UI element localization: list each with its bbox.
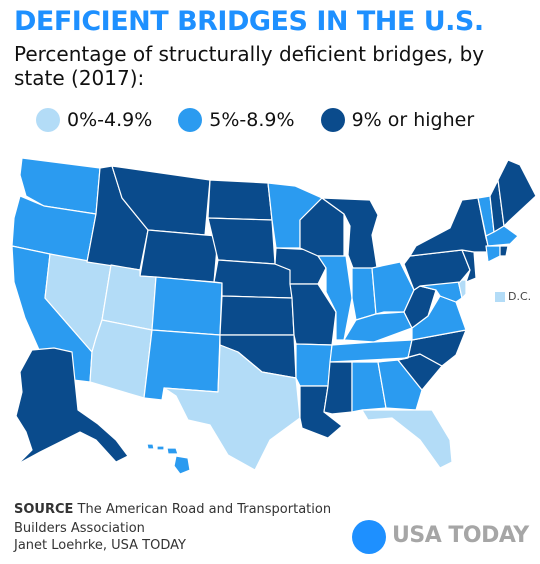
- state-ND: [207, 179, 273, 221]
- legend-item-mid: 5%-8.9%: [178, 108, 295, 132]
- source-note: SOURCE The American Road and Transportat…: [14, 500, 334, 538]
- source-text: The American Road and Transportation Bui…: [14, 502, 332, 536]
- source-label: SOURCE: [14, 502, 74, 517]
- state-TN: [329, 339, 413, 363]
- state-DE: [457, 279, 467, 299]
- state-AK: [15, 347, 129, 465]
- state-HI-1: [146, 443, 155, 450]
- state-HI-4: [173, 455, 191, 475]
- legend-swatch-high: [320, 108, 345, 132]
- state-HI-3: [166, 447, 179, 455]
- legend-item-high: 9% or higher: [320, 108, 475, 132]
- state-CO: [151, 276, 223, 336]
- legend-label-high: 9% or higher: [351, 109, 475, 131]
- state-IL: [317, 255, 353, 341]
- state-HI-2: [156, 445, 165, 451]
- legend-label-mid: 5%-8.9%: [209, 109, 295, 131]
- state-KY: [343, 311, 413, 343]
- credit: Janet Loehrke, USA TODAY: [14, 538, 186, 553]
- page-title: DEFICIENT BRIDGES IN THE U.S.: [14, 6, 484, 37]
- state-SD: [207, 217, 276, 265]
- state-CT: [485, 245, 501, 263]
- state-FL: [361, 409, 453, 469]
- state-GA: [377, 359, 423, 411]
- usa-today-logo: USA TODAY: [392, 523, 529, 548]
- state-AZ: [89, 319, 153, 399]
- us-map: [11, 157, 537, 475]
- state-AL: [351, 361, 387, 413]
- legend-swatch-low: [36, 108, 60, 132]
- legend-swatch-mid: [178, 108, 203, 132]
- legend-label-low: 0%-4.9%: [67, 109, 153, 131]
- state-TX: [163, 344, 301, 471]
- legend-item-low: 0%-4.9%: [36, 108, 152, 132]
- state-NY: [409, 197, 491, 257]
- state-KS: [219, 295, 295, 336]
- usa-today-logo-dot: [352, 520, 386, 554]
- state-ME: [497, 159, 537, 227]
- dc-swatch: [495, 292, 505, 302]
- dc-label: D.C.: [508, 290, 532, 303]
- state-WY: [139, 229, 219, 283]
- state-AR: [295, 343, 333, 387]
- state-RI: [499, 245, 509, 257]
- subtitle: Percentage of structurally deficient bri…: [14, 42, 485, 90]
- legend: 0%-4.9% 5%-8.9% 9% or higher: [36, 108, 500, 132]
